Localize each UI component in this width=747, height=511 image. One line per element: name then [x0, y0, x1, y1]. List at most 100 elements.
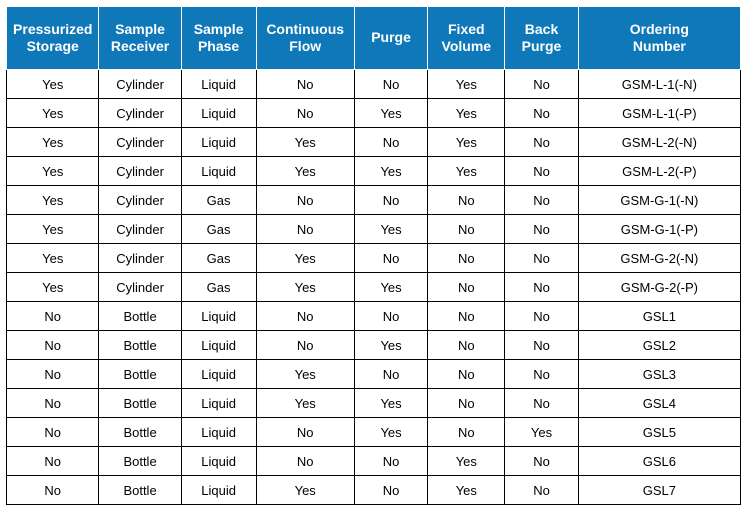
- cell-r1-c2: Liquid: [181, 99, 256, 128]
- table-row: YesCylinderLiquidYesNoYesNoGSM-L-2(-N): [7, 128, 741, 157]
- cell-r11-c2: Liquid: [181, 389, 256, 418]
- cell-r10-c4: No: [354, 360, 427, 389]
- cell-r2-c1: Cylinder: [99, 128, 181, 157]
- cell-r2-c3: Yes: [256, 128, 354, 157]
- table-row: NoBottleLiquidNoYesNoNoGSL2: [7, 331, 741, 360]
- cell-r9-c4: Yes: [354, 331, 427, 360]
- cell-r6-c5: No: [428, 244, 505, 273]
- cell-r10-c6: No: [505, 360, 578, 389]
- column-header-line2: Phase: [198, 38, 239, 54]
- cell-r6-c4: No: [354, 244, 427, 273]
- cell-r14-c3: Yes: [256, 476, 354, 505]
- cell-r12-c7: GSL5: [578, 418, 740, 447]
- table-row: NoBottleLiquidYesNoYesNoGSL7: [7, 476, 741, 505]
- cell-r1-c3: No: [256, 99, 354, 128]
- cell-r7-c4: Yes: [354, 273, 427, 302]
- cell-r13-c4: No: [354, 447, 427, 476]
- cell-r0-c0: Yes: [7, 70, 99, 99]
- cell-r0-c6: No: [505, 70, 578, 99]
- column-header-line1: Ordering: [630, 21, 689, 37]
- cell-r8-c2: Liquid: [181, 302, 256, 331]
- cell-r10-c3: Yes: [256, 360, 354, 389]
- column-header-4: Purge: [354, 7, 427, 70]
- cell-r9-c5: No: [428, 331, 505, 360]
- cell-r5-c4: Yes: [354, 215, 427, 244]
- column-header-line2: Flow: [289, 38, 321, 54]
- column-header-line1: Back: [525, 21, 558, 37]
- cell-r4-c0: Yes: [7, 186, 99, 215]
- cell-r12-c2: Liquid: [181, 418, 256, 447]
- cell-r2-c4: No: [354, 128, 427, 157]
- cell-r5-c5: No: [428, 215, 505, 244]
- table-body: YesCylinderLiquidNoNoYesNoGSM-L-1(-N)Yes…: [7, 70, 741, 505]
- cell-r0-c4: No: [354, 70, 427, 99]
- cell-r1-c6: No: [505, 99, 578, 128]
- cell-r8-c1: Bottle: [99, 302, 181, 331]
- cell-r1-c7: GSM-L-1(-P): [578, 99, 740, 128]
- column-header-5: FixedVolume: [428, 7, 505, 70]
- cell-r13-c7: GSL6: [578, 447, 740, 476]
- cell-r3-c2: Liquid: [181, 157, 256, 186]
- cell-r1-c4: Yes: [354, 99, 427, 128]
- cell-r11-c0: No: [7, 389, 99, 418]
- cell-r11-c7: GSL4: [578, 389, 740, 418]
- cell-r14-c5: Yes: [428, 476, 505, 505]
- table-row: YesCylinderLiquidNoNoYesNoGSM-L-1(-N): [7, 70, 741, 99]
- column-header-line2: Storage: [27, 38, 79, 54]
- cell-r2-c7: GSM-L-2(-N): [578, 128, 740, 157]
- cell-r6-c6: No: [505, 244, 578, 273]
- column-header-line2: Purge: [522, 38, 562, 54]
- cell-r4-c6: No: [505, 186, 578, 215]
- cell-r12-c0: No: [7, 418, 99, 447]
- cell-r5-c1: Cylinder: [99, 215, 181, 244]
- cell-r9-c3: No: [256, 331, 354, 360]
- cell-r8-c0: No: [7, 302, 99, 331]
- column-header-1: SampleReceiver: [99, 7, 181, 70]
- table-row: NoBottleLiquidYesNoNoNoGSL3: [7, 360, 741, 389]
- cell-r14-c2: Liquid: [181, 476, 256, 505]
- cell-r14-c6: No: [505, 476, 578, 505]
- cell-r1-c1: Cylinder: [99, 99, 181, 128]
- table-row: NoBottleLiquidNoYesNoYesGSL5: [7, 418, 741, 447]
- cell-r6-c3: Yes: [256, 244, 354, 273]
- cell-r11-c4: Yes: [354, 389, 427, 418]
- cell-r3-c0: Yes: [7, 157, 99, 186]
- table-row: NoBottleLiquidNoNoYesNoGSL6: [7, 447, 741, 476]
- table-row: YesCylinderGasYesNoNoNoGSM-G-2(-N): [7, 244, 741, 273]
- column-header-line1: Purge: [371, 29, 411, 45]
- column-header-line1: Sample: [115, 21, 165, 37]
- cell-r12-c6: Yes: [505, 418, 578, 447]
- table-row: YesCylinderLiquidYesYesYesNoGSM-L-2(-P): [7, 157, 741, 186]
- cell-r4-c2: Gas: [181, 186, 256, 215]
- table-row: YesCylinderGasNoNoNoNoGSM-G-1(-N): [7, 186, 741, 215]
- cell-r7-c7: GSM-G-2(-P): [578, 273, 740, 302]
- cell-r0-c5: Yes: [428, 70, 505, 99]
- column-header-3: ContinuousFlow: [256, 7, 354, 70]
- cell-r3-c6: No: [505, 157, 578, 186]
- cell-r13-c0: No: [7, 447, 99, 476]
- cell-r8-c5: No: [428, 302, 505, 331]
- cell-r9-c6: No: [505, 331, 578, 360]
- cell-r4-c5: No: [428, 186, 505, 215]
- cell-r14-c0: No: [7, 476, 99, 505]
- cell-r1-c0: Yes: [7, 99, 99, 128]
- cell-r13-c3: No: [256, 447, 354, 476]
- cell-r9-c7: GSL2: [578, 331, 740, 360]
- column-header-7: OrderingNumber: [578, 7, 740, 70]
- cell-r11-c5: No: [428, 389, 505, 418]
- column-header-line1: Pressurized: [13, 21, 92, 37]
- table-row: NoBottleLiquidNoNoNoNoGSL1: [7, 302, 741, 331]
- cell-r11-c6: No: [505, 389, 578, 418]
- cell-r8-c7: GSL1: [578, 302, 740, 331]
- cell-r1-c5: Yes: [428, 99, 505, 128]
- table-row: YesCylinderGasYesYesNoNoGSM-G-2(-P): [7, 273, 741, 302]
- cell-r0-c1: Cylinder: [99, 70, 181, 99]
- cell-r13-c2: Liquid: [181, 447, 256, 476]
- cell-r4-c3: No: [256, 186, 354, 215]
- cell-r6-c1: Cylinder: [99, 244, 181, 273]
- cell-r2-c6: No: [505, 128, 578, 157]
- cell-r5-c3: No: [256, 215, 354, 244]
- cell-r13-c1: Bottle: [99, 447, 181, 476]
- cell-r7-c3: Yes: [256, 273, 354, 302]
- cell-r14-c1: Bottle: [99, 476, 181, 505]
